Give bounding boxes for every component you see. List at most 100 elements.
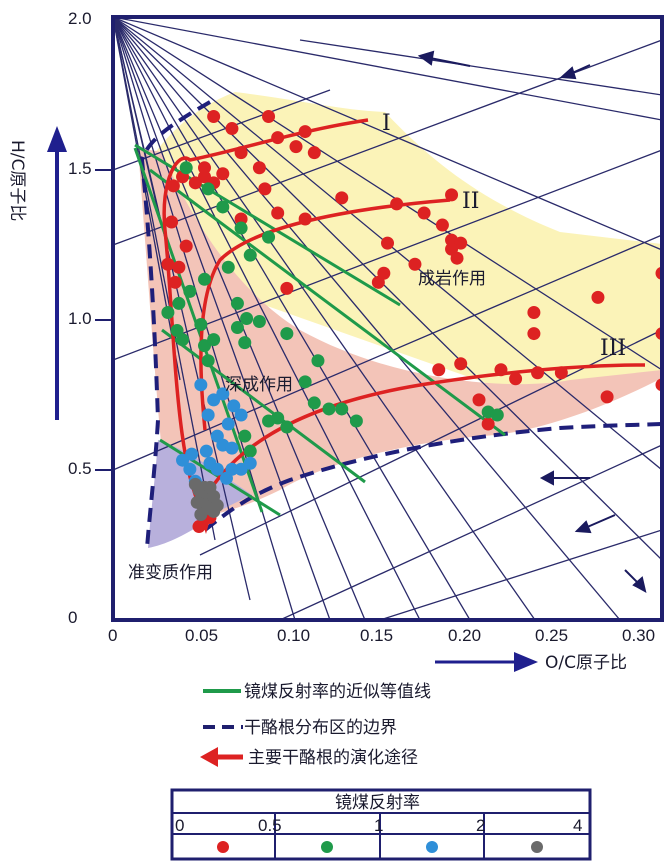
data-point-s0-8 (252, 161, 266, 175)
data-point-s0-53 (481, 417, 495, 431)
data-point-s1-16 (207, 333, 221, 347)
data-point-s0-28 (445, 188, 459, 202)
data-point-s0-2 (262, 109, 276, 123)
plot-frame (111, 15, 664, 622)
data-point-s0-42 (527, 327, 541, 341)
legend-green-line-label: 镜煤反射率的近似等值线 (244, 682, 431, 702)
y-tick-1-5: 1.5 (68, 159, 92, 178)
data-point-s0-9 (188, 176, 202, 190)
data-point-s1-6 (221, 260, 235, 274)
y-tick-0: 0 (68, 608, 77, 627)
data-point-s1-3 (234, 221, 248, 235)
data-point-s0-35 (408, 257, 422, 271)
data-point-s1-25 (307, 396, 321, 410)
x-tick-0-30: 0.30 (622, 626, 655, 645)
data-point-s0-19 (172, 260, 186, 274)
data-point-s2-5 (234, 408, 248, 422)
data-point-s0-48 (509, 372, 523, 386)
data-point-s0-50 (454, 357, 468, 371)
data-point-s1-17 (230, 296, 244, 310)
data-point-s2-16 (243, 456, 257, 470)
y-tick-1-0: 1.0 (68, 309, 92, 328)
data-point-s0-31 (454, 236, 468, 250)
data-point-s0-20 (179, 239, 193, 253)
vr-table: 镜煤反射率 0 0.5 1 2 4 (170, 788, 592, 861)
x-axis-arrow (435, 652, 538, 672)
x-axis-label: O/C原子比 (545, 653, 627, 673)
data-point-s1-35 (490, 408, 504, 422)
data-point-s0-16 (166, 179, 180, 193)
vr-color-dot-1 (321, 841, 333, 853)
data-point-s2-3 (216, 387, 230, 401)
path-label-i: I (382, 111, 391, 136)
y-axis-label: H/C原子比 (7, 140, 27, 221)
x-tick-0-20: 0.20 (448, 626, 481, 645)
data-point-s2-12 (210, 462, 224, 476)
data-point-s0-26 (390, 197, 404, 211)
data-point-s1-32 (335, 402, 349, 416)
data-point-s0-5 (289, 140, 303, 154)
direction-arrows (417, 50, 647, 593)
data-point-s2-20 (176, 453, 190, 467)
data-point-s1-14 (198, 339, 211, 353)
data-point-s2-21 (185, 447, 199, 461)
label-metagenesis: 准变质作用 (128, 563, 213, 583)
data-point-s1-24 (298, 375, 312, 389)
data-point-s1-31 (238, 429, 252, 443)
data-point-s0-39 (591, 290, 605, 304)
legend: 镜煤反射率的近似等值线 干酪根分布区的边界 主要干酪根的演化途径 (200, 682, 431, 768)
data-point-s1-8 (183, 284, 197, 298)
x-tick-0-05: 0.05 (185, 626, 218, 645)
legend-red-arrow-label: 主要干酪根的演化途径 (248, 748, 418, 768)
data-point-s1-2 (216, 200, 230, 214)
data-point-s1-30 (243, 444, 257, 458)
x-tick-0-15: 0.15 (360, 626, 393, 645)
y-axis-arrow (47, 126, 67, 420)
data-point-s2-2 (201, 408, 215, 422)
data-point-s0-0 (207, 109, 221, 123)
data-point-s0-4 (307, 146, 321, 160)
region-diagenesis (150, 92, 662, 395)
data-point-s2-0 (194, 378, 208, 392)
data-point-s1-20 (238, 336, 252, 350)
data-point-s0-10 (198, 170, 211, 184)
data-point-s0-46 (554, 366, 568, 380)
legend-dashed-label: 干酪根分布区的边界 (244, 718, 397, 738)
data-point-s1-0 (179, 161, 193, 175)
data-point-s0-34 (381, 236, 394, 250)
data-point-s0-27 (417, 206, 431, 220)
vr-color-dot-0 (217, 841, 229, 853)
path-label-iii: III (600, 336, 626, 361)
data-point-s0-24 (298, 212, 312, 226)
data-point-s0-41 (527, 305, 541, 319)
vr-break-1: 1 (374, 816, 383, 835)
vr-break-0: 0 (175, 816, 184, 835)
data-point-s0-25 (335, 191, 349, 205)
data-point-s0-52 (472, 393, 486, 407)
data-point-s0-29 (435, 218, 449, 232)
data-point-s0-23 (271, 206, 285, 220)
y-tick-2-0: 2.0 (68, 9, 92, 28)
data-point-s2-19 (183, 462, 197, 476)
data-point-s1-1 (201, 182, 215, 196)
data-point-s2-15 (234, 462, 248, 476)
data-point-s3-13 (203, 480, 217, 494)
data-point-s0-3 (298, 125, 312, 139)
data-point-s1-28 (280, 420, 294, 434)
data-point-s1-12 (176, 333, 190, 347)
data-point-s0-1 (225, 122, 239, 136)
label-catagenesis: 深成作用 (225, 375, 293, 395)
data-point-s1-33 (349, 414, 363, 428)
data-point-s1-10 (161, 305, 175, 319)
vr-table-title: 镜煤反射率 (335, 793, 420, 813)
data-point-s0-51 (432, 363, 446, 377)
data-point-s1-15 (201, 354, 215, 368)
data-point-s0-45 (600, 390, 614, 404)
data-point-s1-18 (240, 312, 254, 325)
data-point-s0-38 (280, 281, 294, 295)
data-point-s0-13 (198, 161, 211, 175)
data-point-s1-26 (322, 402, 336, 416)
data-point-s1-13 (194, 318, 208, 332)
data-point-s2-8 (199, 444, 213, 458)
data-point-s0-47 (531, 366, 545, 380)
